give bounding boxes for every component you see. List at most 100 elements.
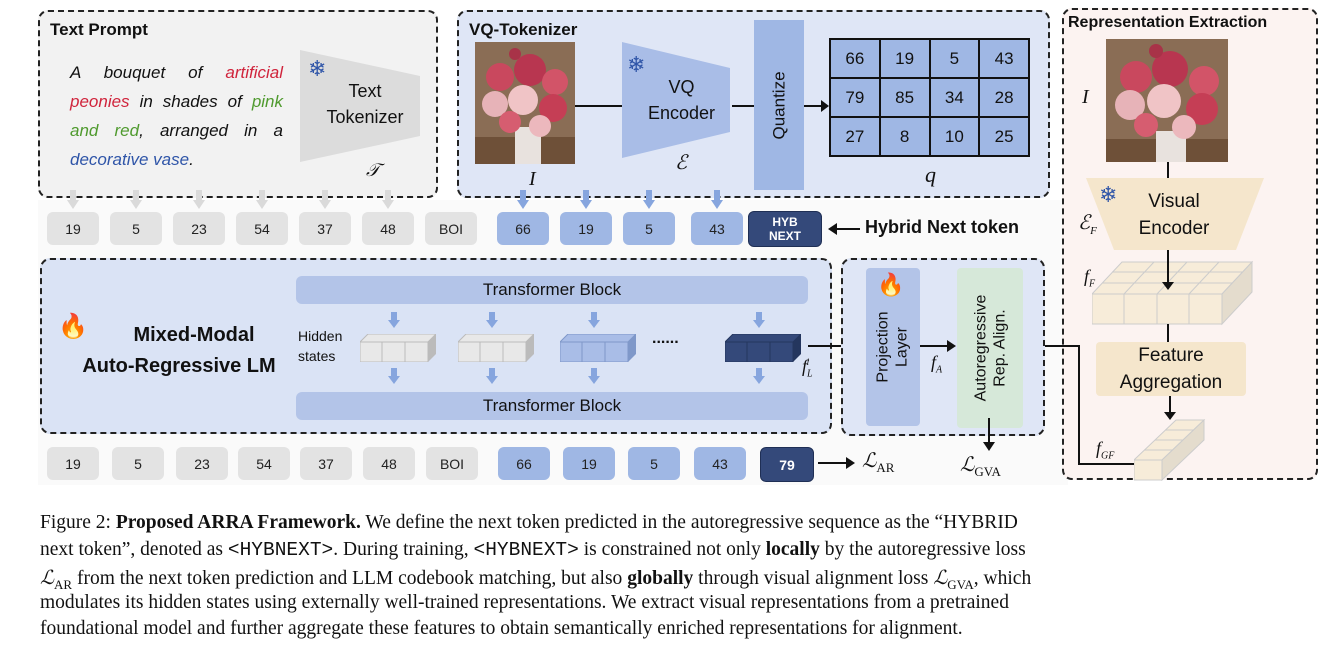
caption-code: <HYBNEXT> xyxy=(473,539,579,561)
hidden-state-cube xyxy=(723,333,803,367)
text-token: 37 xyxy=(300,447,352,480)
image-token: 43 xyxy=(694,447,746,480)
arrow-line xyxy=(818,462,848,464)
text-tokenizer-label-line: Text xyxy=(348,81,382,101)
text-token: 48 xyxy=(362,212,414,245)
next-token: 79 xyxy=(760,447,814,482)
vq-tokenizer-panel: VQ-Tokenizer I ❄ VQ Encoder ℰ Quantize 6… xyxy=(457,10,1050,198)
symbol: ℒ xyxy=(862,450,877,472)
fgf-symbol: fGF xyxy=(1096,438,1114,462)
symbol: ℒ xyxy=(960,454,975,476)
grid-cell: 85 xyxy=(879,78,930,117)
image-token: 5 xyxy=(628,447,680,480)
arrow-line xyxy=(920,345,950,347)
caption-text: from the next token prediction and LLM c… xyxy=(72,568,628,589)
prompt-part: . xyxy=(189,150,194,169)
image-symbol: I xyxy=(1082,86,1089,108)
text-token: 19 xyxy=(47,447,99,480)
text-prompt-panel: Text Prompt A bouquet of artificial peon… xyxy=(38,10,438,198)
image-token: 5 xyxy=(623,212,675,245)
text-tokenizer-shape xyxy=(300,50,420,162)
alignment-label: Rep. Align. xyxy=(991,309,1008,387)
vq-encoder-shape xyxy=(622,42,730,158)
caption-text: through visual alignment loss xyxy=(693,568,934,589)
representation-extraction-panel: Representation Extraction I ❄ Visual Enc… xyxy=(1062,8,1318,482)
quantize-label: Quantize xyxy=(769,70,789,140)
down-arrow-icon xyxy=(753,368,765,384)
arrow-line xyxy=(988,418,990,444)
caption-line: next token”, denoted as <HYBNEXT>. Durin… xyxy=(40,539,1290,561)
down-arrow-icon xyxy=(382,190,394,210)
subscript: F xyxy=(1089,278,1096,290)
text-token: 48 xyxy=(363,447,415,480)
caption-text: is constrained not only xyxy=(578,539,766,560)
grid-cell: 27 xyxy=(830,117,880,156)
transformer-block-top: Transformer Block xyxy=(296,276,808,304)
down-arrow-icon xyxy=(517,190,529,210)
quantize-block: Quantize xyxy=(754,20,804,190)
token-grid: 66 19 5 43 79 85 34 28 27 8 10 25 xyxy=(829,38,1030,157)
feature-map-cube xyxy=(1092,260,1254,326)
arrow-head xyxy=(947,340,956,352)
grid-cell: 10 xyxy=(929,117,980,156)
lm-output-symbol: fLi xyxy=(802,356,813,380)
down-arrow-icon xyxy=(486,312,498,328)
vq-tokenizer-title: VQ-Tokenizer xyxy=(469,20,578,39)
gva-loss: ℒGVA xyxy=(960,452,1001,480)
arrow-line xyxy=(836,228,860,230)
feature-aggregation-label: Feature xyxy=(1138,345,1204,366)
transformer-block-bottom: Transformer Block xyxy=(296,392,808,420)
vq-encoder-label-line: Encoder xyxy=(647,103,716,123)
caption-math: ℒ xyxy=(40,568,55,589)
text-tokenizer-label-line: Tokenizer xyxy=(326,107,404,127)
caption-code: <HYBNEXT> xyxy=(227,539,334,561)
arrow-head xyxy=(828,223,837,235)
symbol: f xyxy=(1084,266,1090,286)
caption-bold: locally xyxy=(765,539,820,560)
fire-icon: 🔥 xyxy=(58,313,88,340)
subscript: L xyxy=(807,368,813,380)
symbol: ℰ xyxy=(1078,212,1091,234)
grid-symbol: q xyxy=(925,162,936,187)
visual-encoder-label-line: Visual xyxy=(1148,191,1200,212)
symbol: f xyxy=(1096,438,1102,458)
down-arrow-icon xyxy=(388,312,400,328)
fa-symbol: fA xyxy=(931,352,942,376)
projection-layer-label: Projection xyxy=(875,311,892,383)
hidden-state-cube xyxy=(558,333,638,367)
alignment-label: Autoregressive xyxy=(972,294,989,402)
caption-bold: Proposed ARRA Framework. xyxy=(115,512,361,533)
down-arrow-icon xyxy=(388,368,400,384)
caption-line: modulates its hidden states using extern… xyxy=(40,592,1009,613)
down-arrow-icon xyxy=(643,190,655,210)
down-arrow-icon xyxy=(753,312,765,328)
text-prompt-title: Text Prompt xyxy=(50,20,148,39)
hybrid-token-line: NEXT xyxy=(768,229,801,243)
caption-math-sub: AR xyxy=(54,576,73,592)
arrow-line xyxy=(804,105,824,107)
alignment-panel: Projection Layer 🔥 fA Autoregressive Rep. … xyxy=(841,258,1045,436)
arrow-line xyxy=(1169,396,1171,414)
down-arrow-icon xyxy=(486,368,498,384)
down-arrow-icon xyxy=(130,190,142,210)
caption-bold: globally xyxy=(627,568,694,589)
global-feature-cube xyxy=(1134,418,1206,482)
snowflake-icon: ❄ xyxy=(627,52,646,77)
grid-cell: 19 xyxy=(879,39,930,78)
text-token: BOI xyxy=(425,212,477,245)
subscript: F xyxy=(1090,225,1097,237)
ff-symbol: fF xyxy=(1084,266,1095,290)
projection-layer-block: Projection Layer xyxy=(866,268,920,426)
text-token: 19 xyxy=(47,212,99,245)
connector-line xyxy=(1167,162,1169,180)
caption-text: next token”, denoted as xyxy=(40,539,228,560)
hybrid-token-line: HYB xyxy=(772,215,798,229)
text-token: 23 xyxy=(176,447,228,480)
arrow-head xyxy=(821,100,829,112)
image-token: 19 xyxy=(563,447,615,480)
grid-cell: 66 xyxy=(830,39,880,78)
arrow-line xyxy=(1034,345,1080,347)
connector-line xyxy=(575,105,625,107)
arrow-line xyxy=(808,345,852,347)
